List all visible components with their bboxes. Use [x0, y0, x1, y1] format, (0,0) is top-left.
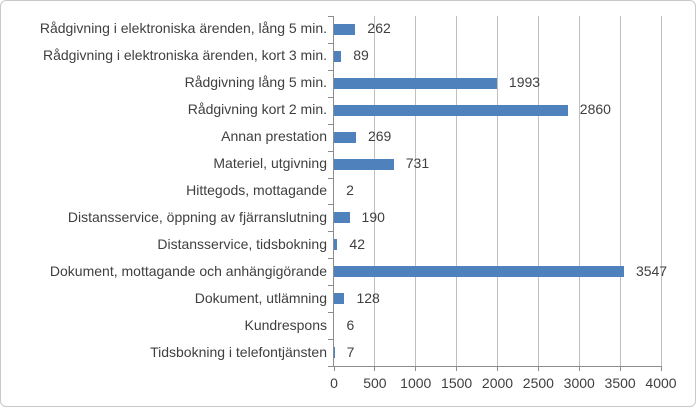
category-axis-tick [328, 16, 333, 17]
gridline [497, 16, 498, 366]
value-axis-tick-label: 4000 [645, 375, 677, 391]
value-axis-tick-label: 2500 [522, 375, 554, 391]
value-axis-tick [374, 366, 376, 371]
bar [334, 158, 394, 170]
value-axis-tick [456, 366, 458, 371]
category-label: Rådgivning i elektroniska ärenden, lång … [39, 20, 327, 37]
bar-value-label: 6 [346, 316, 355, 333]
bar [334, 347, 335, 359]
value-axis-tick-label: 3500 [604, 375, 636, 391]
gridline [619, 16, 621, 366]
gridline [415, 16, 417, 366]
category-axis-tick [328, 69, 333, 71]
category-label: Rådgivning lång 5 min. [184, 74, 327, 91]
category-axis-tick [328, 258, 333, 260]
category-axis-tick [328, 312, 333, 314]
category-label: Kundrespons [244, 316, 327, 333]
category-label: Tidsbokning i telefontjänsten [150, 343, 327, 360]
bar [334, 266, 624, 278]
category-axis-tick [328, 177, 333, 179]
gridline [374, 16, 376, 366]
bar-value-label: 190 [361, 208, 385, 225]
bar-value-label: 731 [405, 155, 430, 172]
bar [334, 212, 350, 224]
bar-value-label: 3547 [635, 262, 668, 279]
bar-value-label: 89 [353, 47, 369, 64]
category-axis-tick [328, 339, 333, 341]
category-axis-tick [328, 123, 333, 125]
bar [334, 293, 345, 305]
bar-value-label: 2860 [579, 101, 611, 118]
category-label: Materiel, utgivning [213, 155, 327, 172]
value-axis-tick [415, 366, 417, 371]
category-label: Rådgivning i elektroniska ärenden, kort … [42, 47, 327, 64]
category-axis-tick [328, 366, 333, 367]
category-label: Hittegods, mottagande [186, 182, 327, 198]
bar-value-label: 42 [349, 235, 365, 252]
bar-value-label: 1993 [508, 74, 541, 91]
value-axis-tick [537, 366, 539, 371]
bar [334, 23, 356, 35]
value-axis-tick [333, 366, 335, 371]
bar [334, 239, 338, 251]
category-label: Annan prestation [221, 128, 327, 145]
value-axis-tick-label: 2000 [481, 375, 514, 391]
category-axis-line [333, 16, 334, 366]
bar-value-label: 2 [346, 182, 354, 198]
value-axis-tick-label: 1000 [400, 375, 432, 391]
bar-value-label: 269 [367, 128, 392, 145]
category-axis-tick [328, 150, 333, 152]
category-label: Dokument, utlämning [194, 289, 327, 306]
category-axis-tick [328, 285, 333, 287]
value-axis-tick-label: 3000 [563, 375, 595, 391]
category-axis-tick [328, 204, 333, 206]
gridline [456, 16, 458, 366]
gridline [578, 16, 580, 366]
bar-value-label: 262 [367, 20, 391, 37]
bar [334, 104, 568, 116]
bar-value-label: 128 [356, 289, 380, 306]
category-label: Dokument, mottagande och anhängigörande [49, 262, 327, 279]
value-axis-tick-label: 500 [363, 375, 387, 391]
value-axis-tick [578, 366, 580, 371]
bar [334, 131, 356, 143]
category-label: Rådgivning kort 2 min. [187, 101, 327, 118]
value-axis-tick-label: 0 [330, 375, 338, 391]
gridline [660, 16, 662, 366]
category-axis-tick [328, 231, 333, 233]
category-label: Distansservice, tidsbokning [157, 235, 327, 252]
category-axis-tick [328, 96, 333, 98]
category-axis-tick [328, 42, 333, 44]
value-axis-tick [660, 366, 662, 371]
gridline [537, 16, 539, 366]
category-label: Distansservice, öppning av fjärranslutni… [67, 208, 327, 225]
value-axis-tick [619, 366, 621, 371]
bar [334, 77, 497, 89]
bar [334, 50, 342, 62]
bar-value-label: 7 [346, 343, 355, 360]
value-axis-tick [497, 366, 498, 371]
value-axis-tick-label: 1500 [441, 375, 473, 391]
